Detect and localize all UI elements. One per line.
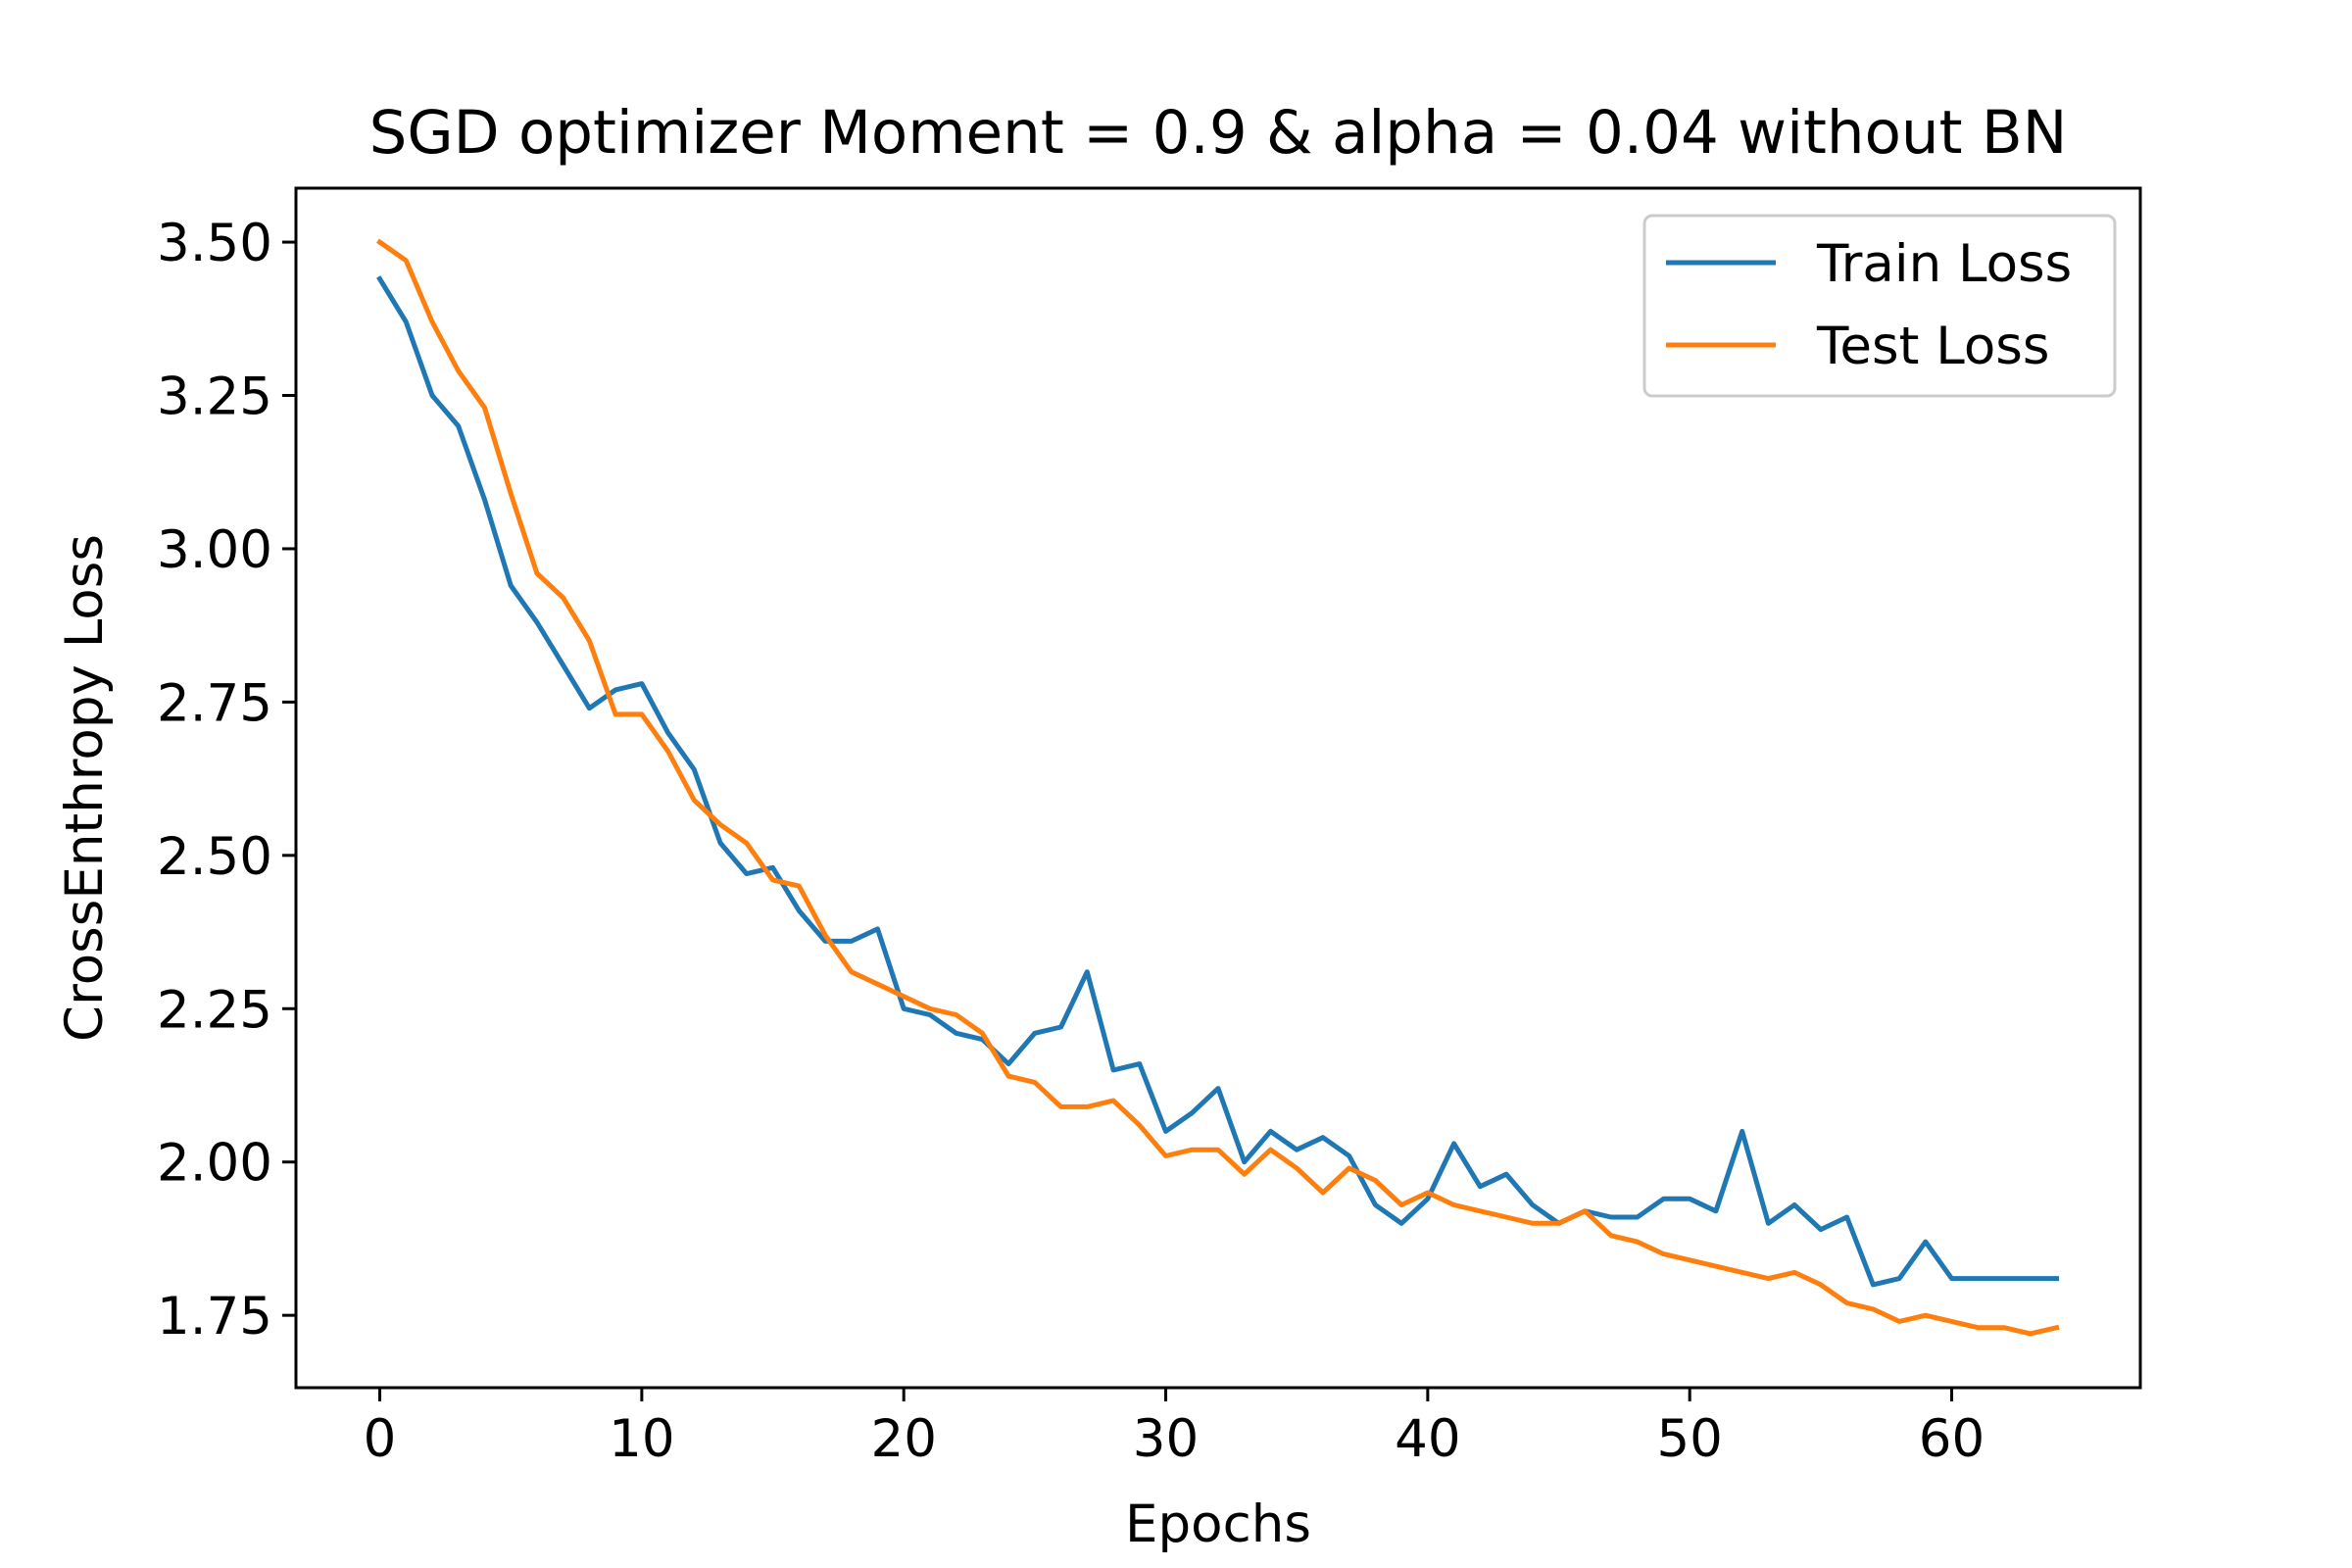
legend-label: Test Loss (1816, 317, 2049, 376)
plot-frame (294, 186, 2142, 1390)
axes-layer: 0 10 20 30 40 50 60 1.75 2.00 2.25 2.50 2.75 3.00 3.2… (157, 214, 1984, 1469)
y-tick-label: 3.25 (157, 368, 272, 427)
x-tick-label: 50 (1656, 1409, 1722, 1469)
y-tick-label: 2.50 (157, 827, 272, 887)
series-line-0 (376, 275, 2059, 1288)
y-axis-label: CrossEnthropy Loss (55, 534, 115, 1042)
series-lines (376, 238, 2060, 1337)
x-tick-label: 0 (364, 1409, 397, 1469)
chart-title: SGD optimizer Moment = 0.9 & alpha = 0.0… (369, 98, 2068, 168)
y-tick-label: 2.00 (157, 1134, 272, 1194)
x-tick-label: 30 (1133, 1409, 1199, 1469)
y-tick-label: 3.00 (157, 520, 272, 580)
y-tick-label: 2.75 (157, 673, 272, 733)
legend: Train Loss Test Loss (1642, 214, 2117, 398)
legend-label: Train Loss (1816, 234, 2072, 294)
x-tick-label: 20 (870, 1409, 936, 1469)
x-tick-label: 40 (1395, 1409, 1460, 1469)
x-tick-label: 10 (609, 1409, 674, 1469)
y-tick-label: 2.25 (157, 980, 272, 1040)
y-tick-label: 3.50 (157, 214, 272, 273)
x-tick-label: 60 (1919, 1409, 1984, 1469)
x-axis-label: Epochs (1125, 1494, 1311, 1554)
y-tick-label: 1.75 (157, 1287, 272, 1347)
series-line-1 (376, 238, 2060, 1337)
